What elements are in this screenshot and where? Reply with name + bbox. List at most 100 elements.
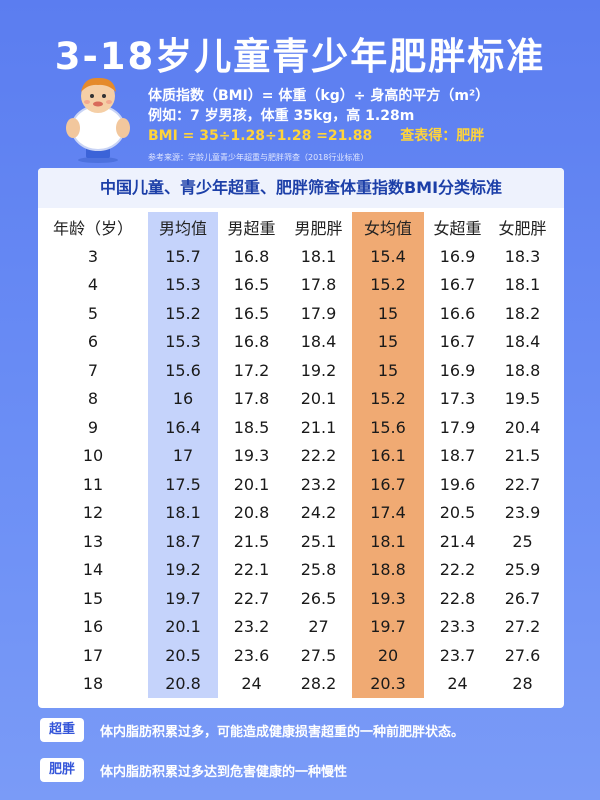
cell-age: 12 [82, 503, 104, 523]
cell-boy-obese: 18.1 [300, 246, 337, 266]
cell-girl-obese: 18.4 [504, 332, 541, 352]
cell-boy-obese: 27 [308, 617, 329, 637]
cell-age: 3 [87, 246, 99, 266]
table-row: 9 16.4 18.5 21.1 15.6 17.9 20.4 [38, 413, 564, 442]
table-row: 7 15.6 17.2 19.2 15 16.9 18.8 [38, 356, 564, 385]
cell-girl-obese: 18.1 [504, 275, 541, 295]
cell-boy-obese: 20.1 [300, 389, 337, 409]
cell-boy-obese: 21.1 [300, 417, 337, 437]
cell-girl-mean: 15 [377, 360, 399, 380]
bmi-table-card: 中国儿童、青少年超重、肥胖筛查体重指数BMI分类标准 年龄（岁） 男均值 男超重… [38, 168, 564, 708]
table-row: 4 15.3 16.5 17.8 15.2 16.7 18.1 [38, 271, 564, 300]
cell-girl-mean: 18.1 [370, 531, 406, 551]
cell-age: 8 [87, 389, 99, 409]
cell-girl-overweight: 19.6 [439, 474, 476, 494]
formula-result: 查表得：肥胖 [400, 128, 485, 144]
table-row: 14 19.2 22.1 25.8 18.8 22.2 25.9 [38, 556, 564, 585]
cell-girl-mean: 19.7 [370, 617, 406, 637]
cell-girl-mean: 16.7 [370, 474, 406, 494]
cell-girl-mean: 15.2 [370, 275, 406, 295]
cell-boy-obese: 19.2 [300, 360, 337, 380]
cell-age: 11 [82, 474, 104, 494]
cell-boy-overweight: 18.5 [233, 417, 270, 437]
overweight-description: 体内脂肪积累过多，可能造成健康损害超重的一种前肥胖状态。 [100, 724, 465, 740]
cell-boy-overweight: 24 [241, 674, 262, 694]
cell-girl-overweight: 24 [447, 674, 468, 694]
header-boy-overweight: 男超重 [227, 219, 276, 238]
cell-girl-obese: 27.2 [504, 617, 541, 637]
table-row: 18 20.8 24 28.2 20.3 24 28 [38, 670, 564, 699]
cell-boy-obese: 17.8 [300, 275, 337, 295]
obese-description: 体内脂肪积累过多达到危害健康的一种慢性 [100, 764, 348, 780]
table-row: 16 20.1 23.2 27 19.7 23.3 27.2 [38, 613, 564, 642]
cell-boy-mean: 19.7 [165, 588, 201, 608]
header-boy-obese: 男肥胖 [294, 219, 343, 238]
cell-boy-mean: 19.2 [165, 560, 201, 580]
definition-overweight: 超重 体内脂肪积累过多，可能造成健康损害超重的一种前肥胖状态。 [40, 718, 464, 742]
cell-girl-mean: 15.4 [370, 246, 406, 266]
cell-boy-obese: 25.1 [300, 531, 337, 551]
cell-boy-obese: 25.8 [300, 560, 337, 580]
cell-girl-overweight: 16.9 [439, 246, 476, 266]
cell-girl-overweight: 23.3 [439, 617, 476, 637]
header-age: 年龄（岁） [52, 219, 133, 238]
cell-girl-obese: 18.3 [504, 246, 541, 266]
table-row: 15 19.7 22.7 26.5 19.3 22.8 26.7 [38, 584, 564, 613]
cell-boy-overweight: 16.8 [233, 246, 270, 266]
cell-girl-mean: 15 [377, 303, 399, 323]
table-row: 8 16 17.8 20.1 15.2 17.3 19.5 [38, 385, 564, 414]
cell-boy-obese: 27.5 [300, 645, 337, 665]
cell-girl-mean: 16.1 [370, 446, 406, 466]
table-row: 11 17.5 20.1 23.2 16.7 19.6 22.7 [38, 470, 564, 499]
cell-boy-mean: 18.1 [165, 503, 201, 523]
cell-girl-obese: 19.5 [504, 389, 541, 409]
cell-boy-overweight: 20.1 [233, 474, 270, 494]
cell-girl-mean: 17.4 [370, 503, 406, 523]
header-girl-mean: 女均值 [363, 219, 412, 238]
cell-boy-mean: 15.7 [165, 246, 201, 266]
cell-boy-obese: 18.4 [300, 332, 337, 352]
table-row: 5 15.2 16.5 17.9 15 16.6 18.2 [38, 299, 564, 328]
cell-girl-obese: 21.5 [504, 446, 541, 466]
chubby-boy-icon [66, 77, 130, 163]
cell-age: 9 [87, 417, 99, 437]
cell-girl-overweight: 22.8 [439, 588, 476, 608]
source-note: 参考来源：学龄儿童青少年超重与肥胖筛查（2018行业标准） [148, 153, 369, 162]
cell-boy-mean: 16.4 [165, 417, 201, 437]
cell-girl-obese: 26.7 [504, 588, 541, 608]
formula-calculation: BMI = 35÷1.28÷1.28 =21.88 查表得：肥胖 [148, 126, 489, 146]
cell-girl-mean: 20.3 [370, 674, 406, 694]
definition-obese: 肥胖 体内脂肪积累过多达到危害健康的一种慢性 [40, 758, 347, 782]
cell-boy-mean: 17.5 [165, 474, 201, 494]
table-header-row: 年龄（岁） 男均值 男超重 男肥胖 女均值 女超重 女肥胖 [38, 212, 564, 242]
cell-girl-overweight: 22.2 [439, 560, 476, 580]
overweight-tag: 超重 [40, 718, 84, 742]
header-girl-overweight: 女超重 [433, 219, 482, 238]
cell-boy-overweight: 22.1 [233, 560, 270, 580]
cell-girl-mean: 15.2 [370, 389, 406, 409]
cell-boy-overweight: 20.8 [233, 503, 270, 523]
cell-girl-mean: 19.3 [370, 588, 406, 608]
header-girl-obese: 女肥胖 [498, 219, 547, 238]
cell-boy-overweight: 17.8 [233, 389, 270, 409]
cell-girl-mean: 18.8 [370, 560, 406, 580]
cell-girl-overweight: 17.3 [439, 389, 476, 409]
cell-boy-overweight: 23.6 [233, 645, 270, 665]
cell-boy-overweight: 16.5 [233, 303, 270, 323]
cell-age: 14 [82, 560, 104, 580]
cell-girl-obese: 22.7 [504, 474, 541, 494]
cell-boy-mean: 16 [172, 389, 194, 409]
cell-girl-overweight: 18.7 [439, 446, 476, 466]
cell-girl-overweight: 16.7 [439, 275, 476, 295]
cell-girl-obese: 18.8 [504, 360, 541, 380]
table-row: 3 15.7 16.8 18.1 15.4 16.9 18.3 [38, 242, 564, 271]
cell-girl-overweight: 16.7 [439, 332, 476, 352]
cell-girl-mean: 15 [377, 332, 399, 352]
header-boy-mean: 男均值 [158, 219, 207, 238]
cell-boy-mean: 17 [172, 446, 194, 466]
cell-age: 6 [87, 332, 99, 352]
cell-girl-overweight: 16.9 [439, 360, 476, 380]
cell-age: 7 [87, 360, 99, 380]
cell-age: 10 [82, 446, 104, 466]
table-row: 17 20.5 23.6 27.5 20 23.7 27.6 [38, 641, 564, 670]
